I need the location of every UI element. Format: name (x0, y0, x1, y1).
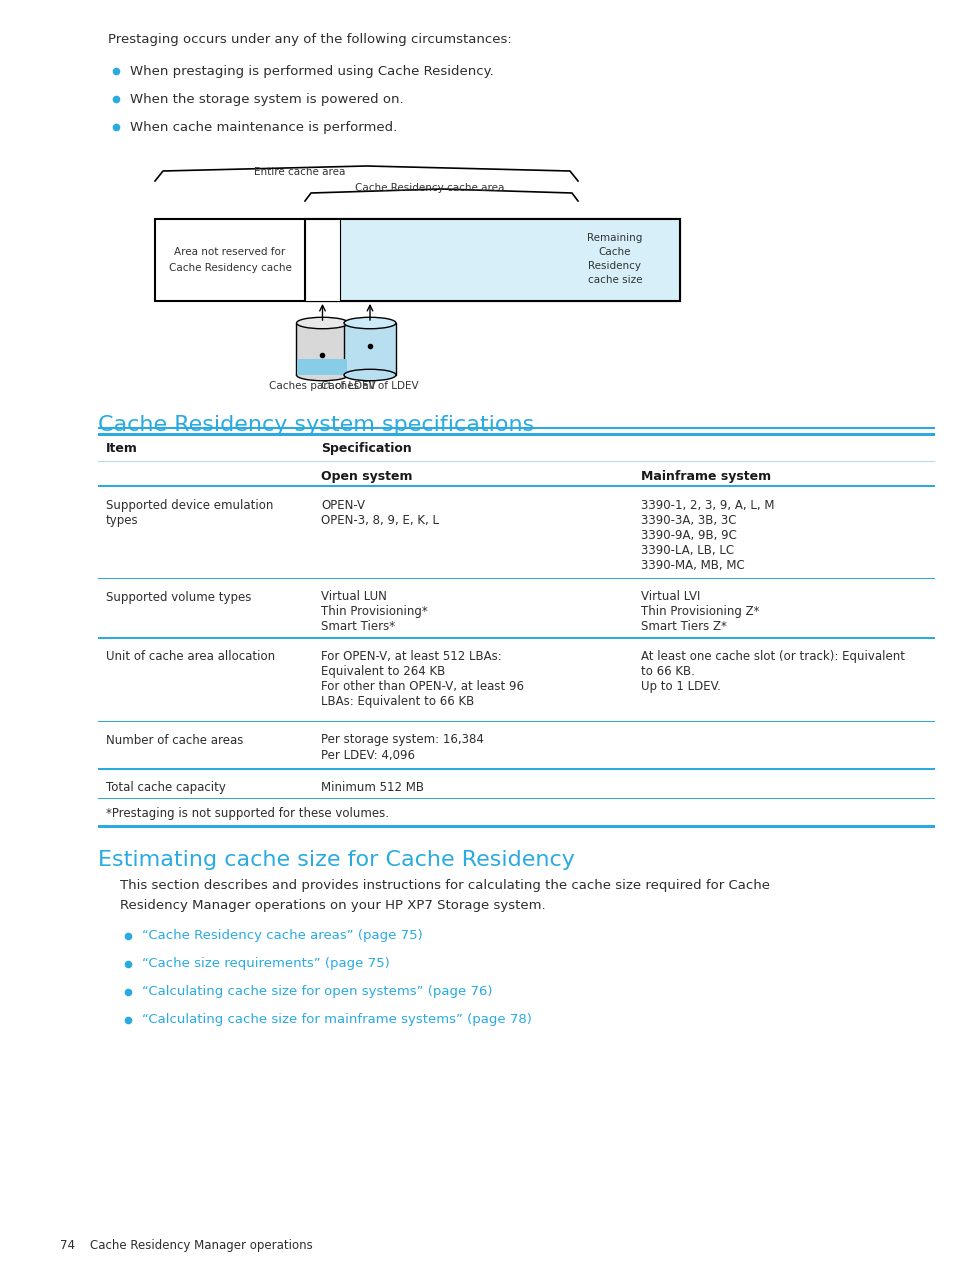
Bar (98, 723, 934, 769)
Text: 3390-1, 2, 3, 9, A, L, M: 3390-1, 2, 3, 9, A, L, M (640, 500, 774, 512)
Text: *Prestaging is not supported for these volumes.: *Prestaging is not supported for these v… (106, 807, 389, 821)
Bar (98, 768, 934, 769)
Text: Virtual LVI: Virtual LVI (640, 591, 700, 604)
Bar (344, 323, 395, 375)
Text: 3390-3A, 3B, 3C: 3390-3A, 3B, 3C (640, 513, 736, 527)
Text: 3390-MA, MB, MC: 3390-MA, MB, MC (640, 559, 744, 572)
Text: Residency: Residency (588, 261, 640, 271)
Text: Thin Provisioning Z*: Thin Provisioning Z* (640, 605, 759, 619)
Text: Supported device emulation: Supported device emulation (106, 500, 274, 512)
Text: Area not reserved for: Area not reserved for (174, 247, 285, 257)
Text: Prestaging occurs under any of the following circumstances:: Prestaging occurs under any of the follo… (108, 33, 511, 46)
Text: Caches part of LDEV: Caches part of LDEV (269, 381, 375, 391)
Bar (305, 219, 339, 301)
Bar (98, 797, 934, 799)
Bar (98, 825, 934, 827)
Bar (98, 637, 934, 638)
Bar (98, 463, 934, 487)
Text: LBAs: Equivalent to 66 KB: LBAs: Equivalent to 66 KB (320, 695, 474, 708)
Text: Item: Item (106, 442, 138, 455)
Text: When prestaging is performed using Cache Residency.: When prestaging is performed using Cache… (130, 65, 494, 78)
Text: Cache: Cache (598, 247, 631, 257)
Text: “Calculating cache size for mainframe systems” (page 78): “Calculating cache size for mainframe sy… (142, 1013, 532, 1027)
Text: 3390-9A, 9B, 9C: 3390-9A, 9B, 9C (640, 529, 736, 541)
Text: Residency Manager operations on your HP XP7 Storage system.: Residency Manager operations on your HP … (120, 900, 545, 913)
Text: When the storage system is powered on.: When the storage system is powered on. (130, 93, 403, 105)
Ellipse shape (296, 318, 348, 329)
Bar (296, 323, 348, 375)
Text: At least one cache slot (or track): Equivalent: At least one cache slot (or track): Equi… (640, 649, 904, 663)
Bar (98, 486, 934, 487)
Text: “Cache Residency cache areas” (page 75): “Cache Residency cache areas” (page 75) (142, 929, 422, 943)
Ellipse shape (344, 370, 395, 381)
Text: For other than OPEN-V, at least 96: For other than OPEN-V, at least 96 (320, 680, 523, 693)
Text: Number of cache areas: Number of cache areas (106, 733, 243, 746)
Text: OPEN-V: OPEN-V (320, 500, 365, 512)
Bar (98, 577, 934, 580)
Text: Cache Residency system specifications: Cache Residency system specifications (98, 416, 534, 435)
Text: Cache Residency cache area: Cache Residency cache area (355, 183, 504, 193)
Text: Thin Provisioning*: Thin Provisioning* (320, 605, 427, 619)
Text: This section describes and provides instructions for calculating the cache size : This section describes and provides inst… (120, 880, 769, 892)
Ellipse shape (344, 318, 395, 329)
Text: 74    Cache Residency Manager operations: 74 Cache Residency Manager operations (60, 1239, 313, 1252)
Bar (98, 721, 934, 722)
Text: For OPEN-V, at least 512 LBAs:: For OPEN-V, at least 512 LBAs: (320, 649, 501, 663)
Text: Total cache capacity: Total cache capacity (106, 780, 226, 794)
Text: Smart Tiers*: Smart Tiers* (320, 620, 395, 633)
Text: Remaining: Remaining (587, 233, 642, 243)
Text: types: types (106, 513, 138, 527)
Bar (98, 771, 934, 799)
Bar (98, 436, 934, 461)
Bar (297, 360, 347, 375)
Text: Equivalent to 264 KB: Equivalent to 264 KB (320, 665, 445, 677)
Bar (98, 581, 934, 638)
Text: “Cache size requirements” (page 75): “Cache size requirements” (page 75) (142, 957, 390, 971)
Text: Minimum 512 MB: Minimum 512 MB (320, 780, 423, 794)
Text: Entire cache area: Entire cache area (254, 167, 345, 177)
Text: Per storage system: 16,384: Per storage system: 16,384 (320, 733, 483, 746)
Text: “Calculating cache size for open systems” (page 76): “Calculating cache size for open systems… (142, 985, 492, 999)
Text: Cache Residency cache: Cache Residency cache (169, 263, 291, 273)
Bar (98, 427, 934, 430)
Bar (154, 219, 679, 301)
Text: When cache maintenance is performed.: When cache maintenance is performed. (130, 121, 396, 133)
Bar (305, 219, 679, 301)
Text: Unit of cache area allocation: Unit of cache area allocation (106, 649, 274, 663)
Text: to 66 KB.: to 66 KB. (640, 665, 694, 677)
Text: Estimating cache size for Cache Residency: Estimating cache size for Cache Residenc… (98, 849, 575, 869)
Text: Open system: Open system (320, 470, 412, 483)
Bar (98, 433, 934, 436)
Bar (98, 489, 934, 580)
Text: Supported volume types: Supported volume types (106, 591, 251, 604)
Text: Mainframe system: Mainframe system (640, 470, 770, 483)
Bar (98, 641, 934, 722)
Text: Per LDEV: 4,096: Per LDEV: 4,096 (320, 749, 415, 761)
Text: Up to 1 LDEV.: Up to 1 LDEV. (640, 680, 720, 693)
Text: 3390-LA, LB, LC: 3390-LA, LB, LC (640, 544, 734, 557)
Text: cache size: cache size (587, 275, 641, 285)
Text: Virtual LUN: Virtual LUN (320, 591, 387, 604)
Bar (98, 801, 934, 825)
Text: OPEN-3, 8, 9, E, K, L: OPEN-3, 8, 9, E, K, L (320, 513, 438, 527)
Text: Specification: Specification (320, 442, 412, 455)
Text: Smart Tiers Z*: Smart Tiers Z* (640, 620, 726, 633)
Ellipse shape (296, 370, 348, 381)
Text: Caches all of LDEV: Caches all of LDEV (321, 381, 418, 391)
